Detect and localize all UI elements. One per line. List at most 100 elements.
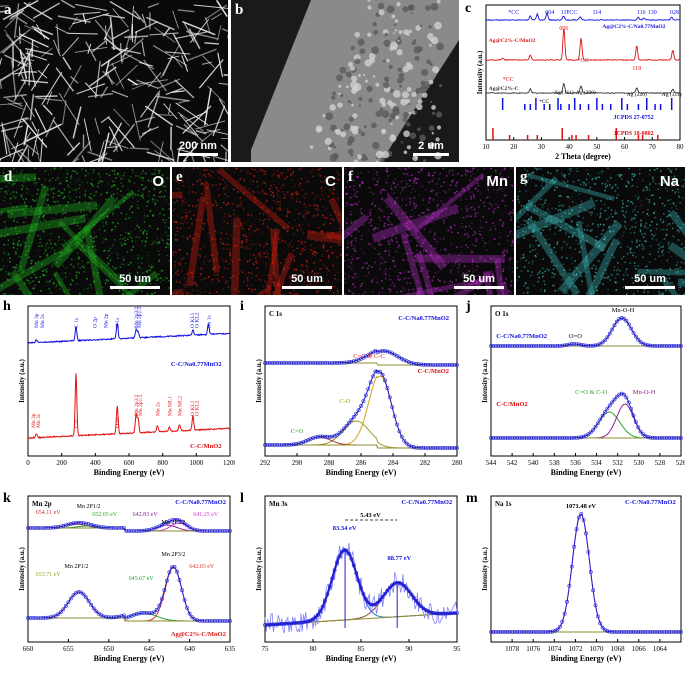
- x-axis-label: Binding Energy (eV): [551, 468, 622, 477]
- data-point: [631, 413, 636, 418]
- data-point: [603, 628, 607, 632]
- fit-component: [265, 375, 457, 449]
- data-point: [61, 607, 66, 612]
- panel-g-scalebar: 50 um: [625, 273, 675, 289]
- peak-label: 1071.48 eV: [566, 503, 597, 510]
- data-point: [617, 392, 622, 397]
- data-point: [371, 374, 375, 379]
- data-point: [308, 437, 313, 441]
- chart-title: Na 1s: [495, 500, 512, 508]
- x-tick-label: 544: [486, 459, 497, 467]
- data-point: [157, 603, 162, 608]
- data-point: [600, 625, 605, 630]
- data-point: [190, 615, 195, 620]
- peak-label: 028: [670, 10, 679, 16]
- data-point: [53, 613, 58, 618]
- data-point: [359, 404, 363, 408]
- peak-label: O KL1: [190, 312, 196, 328]
- x-tick-label: 530: [634, 459, 645, 467]
- data-point: [58, 610, 63, 614]
- x-axis-label: Binding Energy (eV): [94, 468, 165, 477]
- data-point: [366, 387, 371, 391]
- data-point: [404, 359, 409, 364]
- x-tick-label: 534: [591, 459, 602, 467]
- x-tick-label: 80: [310, 645, 318, 653]
- peak-label: C 1s: [74, 318, 80, 328]
- x-tick-label: 1072: [568, 645, 583, 653]
- data-point: [359, 356, 363, 361]
- x-tick-label: 50: [593, 143, 601, 151]
- x-tick-label: 1078: [505, 645, 519, 653]
- chart-title: C 1s: [269, 310, 282, 318]
- panel-f-element: Mn: [486, 173, 508, 190]
- peak-label: C=C & C-C: [353, 353, 384, 360]
- panel-g-na-map: g Na 50 um: [516, 167, 685, 295]
- data-point: [81, 592, 86, 597]
- nanorod-texture: [0, 0, 228, 162]
- data-point: [643, 434, 648, 438]
- peak-label: 88.77 eV: [387, 555, 411, 562]
- x-tick-label: 30: [538, 143, 546, 151]
- peak-label: Mn 2P1/2: [65, 564, 89, 570]
- data-point: [69, 596, 73, 601]
- data-point: [622, 316, 626, 321]
- panel-d-element: O: [152, 173, 164, 190]
- data-point: [339, 429, 344, 433]
- series-label: C-C/MnO2: [496, 401, 527, 408]
- peak-label: Mn-O-H: [633, 389, 656, 396]
- data-point: [624, 395, 629, 400]
- peak-label: 114: [592, 10, 601, 16]
- peak-label: *CC: [566, 10, 577, 16]
- peak-label: Mn 2p: [103, 313, 109, 328]
- x-tick-label: 1070: [590, 645, 605, 653]
- peak-label: C-O: [339, 398, 351, 405]
- panel-f-mn-map: f Mn 50 um: [344, 167, 514, 295]
- data-point: [154, 607, 159, 612]
- data-point: [622, 392, 626, 397]
- peak-label: 006: [559, 26, 568, 32]
- series-label: Ag@C2%-C: [489, 86, 519, 92]
- series-label: C-C/Na0.77MnO2: [625, 499, 676, 506]
- x-tick-label: 650: [104, 645, 115, 653]
- data-point: [347, 420, 351, 425]
- data-point: [187, 525, 192, 530]
- peak-label: Na 1s: [206, 315, 212, 328]
- y-axis-label: Intensity (a.u.): [18, 358, 26, 402]
- x-tick-label: 280: [452, 459, 462, 467]
- peak-label: 653.71 eV: [36, 572, 62, 578]
- data-point: [390, 351, 395, 356]
- data-point: [187, 611, 192, 616]
- data-point: [354, 411, 359, 416]
- x-tick-label: 95: [454, 645, 462, 653]
- envelope-line: [264, 548, 458, 627]
- data-point: [66, 600, 71, 605]
- peak-label: C1s: [74, 419, 80, 428]
- data-point: [560, 619, 565, 624]
- x-axis-label: Binding Energy (eV): [94, 654, 165, 663]
- flower-texture: [251, 0, 459, 162]
- x-tick-label: 1200: [223, 459, 235, 467]
- data-point: [605, 406, 610, 411]
- series-label: Ag@C2%-C/Na0.77MnO2: [602, 24, 665, 30]
- peak-label: Ag (220): [627, 91, 647, 98]
- data-point: [593, 424, 598, 429]
- peak-label: *CC: [577, 58, 588, 64]
- x-tick-label: 540: [528, 459, 539, 467]
- envelope-line: [491, 393, 681, 439]
- peak-label: 645.67 eV: [129, 576, 155, 582]
- y-axis-label: Intensity (a.u.): [476, 50, 484, 94]
- x-tick-label: 538: [549, 459, 560, 467]
- data-point: [63, 604, 68, 608]
- x-tick-label: 80: [677, 143, 685, 151]
- data-point: [175, 569, 179, 574]
- map-texture: [516, 167, 685, 295]
- series-label: JCPDS 18-0802: [613, 131, 653, 137]
- peak-label: O=O: [569, 333, 582, 340]
- x-tick-label: 532: [612, 459, 623, 467]
- peak-label: O KL2: [194, 400, 200, 416]
- chart-title: Mn 2p: [32, 500, 52, 508]
- data-point: [624, 319, 629, 323]
- series-label: C-C/Na0.77MnO2: [171, 361, 222, 368]
- data-point: [387, 350, 392, 355]
- peak-label: Mn 2P3/2: [162, 520, 186, 526]
